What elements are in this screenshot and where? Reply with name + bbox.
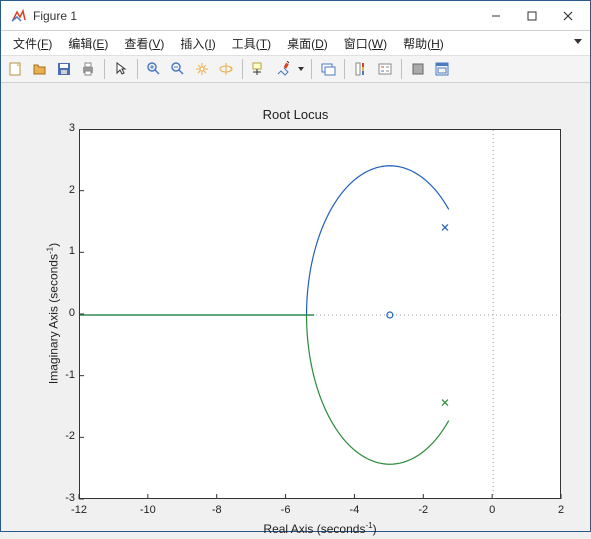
datacursor-button[interactable] [248, 58, 270, 80]
menu-overflow-icon[interactable] [574, 37, 582, 45]
figure-area: Root Locus -12-10-8-6-4-202-3-2-10123Ima… [1, 83, 590, 531]
plot-container: Root Locus -12-10-8-6-4-202-3-2-10123Ima… [11, 95, 580, 523]
toolbar-separator [344, 59, 345, 79]
plot-svg [80, 130, 562, 500]
link-button[interactable] [317, 58, 339, 80]
menu-w[interactable]: 窗口(W) [338, 33, 393, 54]
locus-branch2 [307, 315, 449, 464]
ylabel: Imaginary Axis (seconds-1) [46, 214, 61, 414]
save-button[interactable] [53, 58, 75, 80]
rotate3d-button[interactable] [215, 58, 237, 80]
menu-t[interactable]: 工具(T) [226, 33, 277, 54]
new-button[interactable] [5, 58, 27, 80]
xtick-label: 0 [482, 504, 502, 516]
xlabel: Real Axis (seconds-1) [79, 521, 561, 536]
toolbar-separator [104, 59, 105, 79]
brush-dropdown[interactable] [296, 58, 306, 80]
figure-window: Figure 1 文件(F)编辑(E)查看(V)插入(I)工具(T)桌面(D)窗… [0, 0, 591, 532]
menu-i[interactable]: 插入(I) [174, 33, 221, 54]
axes-box[interactable] [79, 129, 561, 499]
brush-button[interactable] [272, 58, 294, 80]
toolbar [1, 55, 590, 83]
titlebar: Figure 1 [1, 1, 590, 31]
xtick-label: -10 [138, 504, 158, 516]
toolbar-separator [311, 59, 312, 79]
dock-button[interactable] [431, 58, 453, 80]
zoom-out-button[interactable] [167, 58, 189, 80]
pole-marker [442, 400, 448, 406]
print-button[interactable] [77, 58, 99, 80]
plot-title: Root Locus [11, 107, 580, 122]
maximize-button[interactable] [514, 4, 550, 28]
colorbar-button[interactable] [350, 58, 372, 80]
zero-marker [387, 312, 393, 318]
minimize-button[interactable] [478, 4, 514, 28]
ytick-label: -3 [55, 492, 75, 504]
xtick-label: -8 [207, 504, 227, 516]
open-button[interactable] [29, 58, 51, 80]
hide-button[interactable] [407, 58, 429, 80]
toolbar-separator [242, 59, 243, 79]
menu-e[interactable]: 编辑(E) [62, 33, 114, 54]
xtick-label: -12 [69, 504, 89, 516]
xtick-label: 2 [551, 504, 571, 516]
locus-branch1 [307, 166, 449, 315]
menu-h[interactable]: 帮助(H) [397, 33, 450, 54]
xtick-label: -4 [344, 504, 364, 516]
pointer-button[interactable] [110, 58, 132, 80]
zoom-in-button[interactable] [143, 58, 165, 80]
toolbar-separator [137, 59, 138, 79]
pole-marker [442, 224, 448, 230]
ytick-label: 3 [55, 122, 75, 134]
xtick-label: -2 [413, 504, 433, 516]
xtick-label: -6 [276, 504, 296, 516]
menu-v[interactable]: 查看(V) [118, 33, 170, 54]
matlab-icon [11, 8, 27, 24]
window-title: Figure 1 [33, 9, 478, 23]
toolbar-separator [401, 59, 402, 79]
pan-button[interactable] [191, 58, 213, 80]
ytick-label: 2 [55, 184, 75, 196]
menu-d[interactable]: 桌面(D) [281, 33, 334, 54]
menubar: 文件(F)编辑(E)查看(V)插入(I)工具(T)桌面(D)窗口(W)帮助(H) [1, 31, 590, 55]
window-controls [478, 4, 586, 28]
menu-f[interactable]: 文件(F) [7, 33, 58, 54]
close-button[interactable] [550, 4, 586, 28]
legend-button[interactable] [374, 58, 396, 80]
ytick-label: -2 [55, 430, 75, 442]
